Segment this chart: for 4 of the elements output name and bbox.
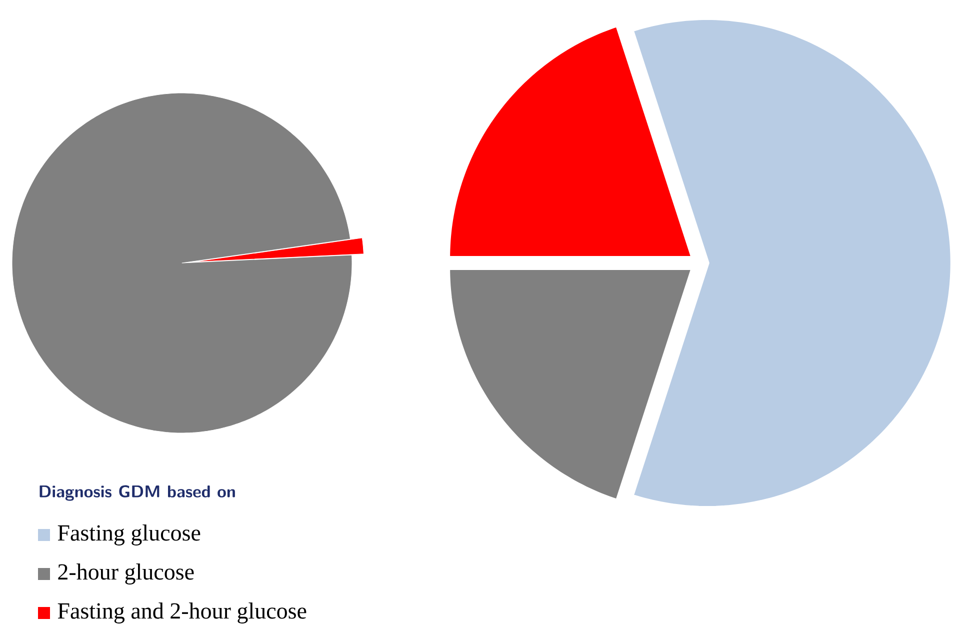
- legend-label: Fasting glucose: [58, 524, 200, 546]
- legend-label: Fasting and 2-hour glucose: [58, 602, 306, 624]
- legend-label: 2-hour glucose: [58, 564, 194, 584]
- legend-title: Diagnosis GDM based on: [40, 485, 235, 501]
